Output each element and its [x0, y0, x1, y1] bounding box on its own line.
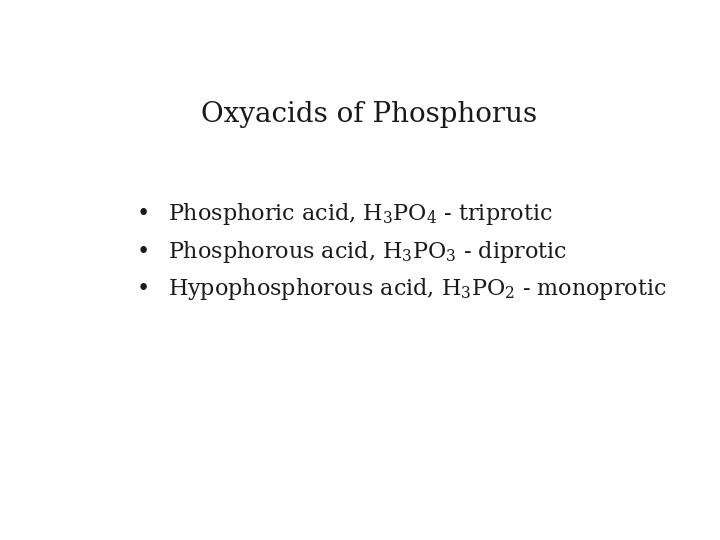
Text: Oxyacids of Phosphorus: Oxyacids of Phosphorus	[201, 101, 537, 128]
Text: •: •	[136, 241, 150, 263]
Text: Phosphorous acid, H$_{\mathregular{3}}$PO$_{\mathregular{3}}$ - diprotic: Phosphorous acid, H$_{\mathregular{3}}$P…	[168, 239, 567, 265]
Text: Phosphoric acid, H$_{\mathregular{3}}$PO$_{\mathregular{4}}$ - triprotic: Phosphoric acid, H$_{\mathregular{3}}$PO…	[168, 201, 553, 227]
Text: Hypophosphorous acid, H$_{\mathregular{3}}$PO$_{\mathregular{2}}$ - monoprotic: Hypophosphorous acid, H$_{\mathregular{3…	[168, 276, 667, 302]
Text: •: •	[136, 278, 150, 300]
Text: •: •	[136, 204, 150, 226]
